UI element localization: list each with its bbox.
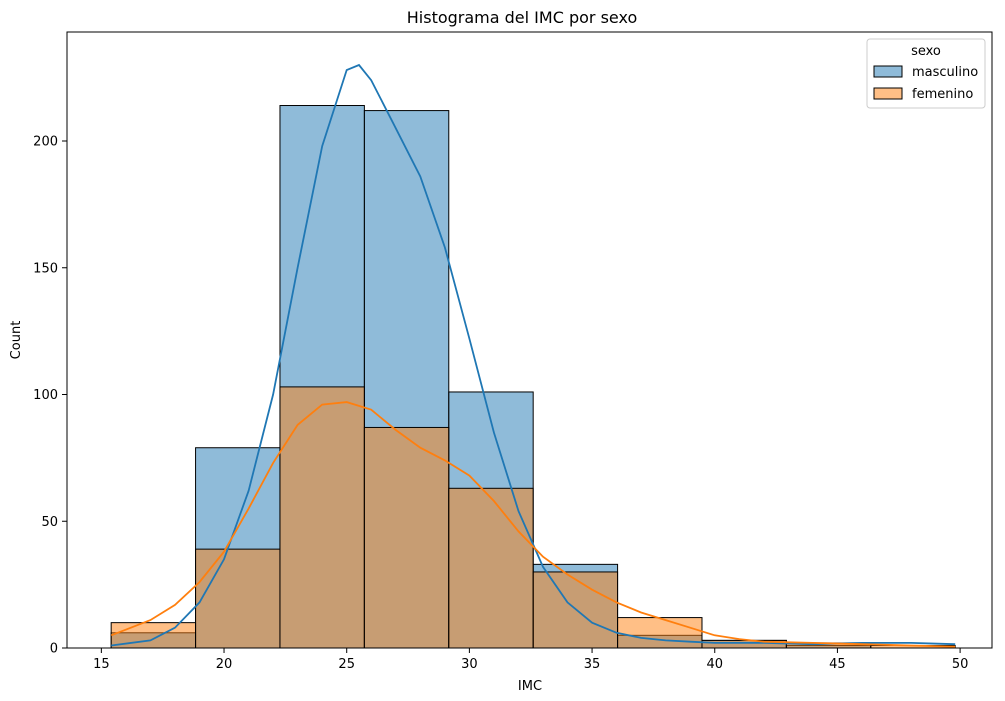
x-tick-label-45: 45 [829, 657, 846, 672]
bar-femenino-4 [448, 487, 534, 649]
x-tick-label-15: 15 [93, 657, 110, 672]
bar-femenino-2 [279, 386, 365, 649]
kde-line-masculino [111, 63, 956, 647]
legend-swatch-femenino [873, 87, 903, 100]
plot-frame [66, 31, 993, 649]
y-axis-title: Count [9, 321, 24, 360]
x-tick-label-25: 25 [338, 657, 355, 672]
y-tick-label-100: 100 [33, 388, 58, 403]
y-tick-label-150: 150 [33, 261, 58, 276]
kde-layer [110, 63, 956, 648]
chart-title: Histograma del IMC por sexo [407, 8, 637, 27]
legend-title: sexo [911, 44, 941, 59]
bar-femenino-6 [617, 617, 703, 649]
x-axis-title: IMC [518, 679, 542, 694]
legend-label-femenino: femenino [912, 87, 973, 102]
y-axis: 0 50 100 150 200 [33, 135, 67, 657]
legend: sexo masculino femenino [866, 38, 986, 109]
bar-femenino-3 [363, 426, 450, 649]
x-tick-label-50: 50 [952, 657, 969, 672]
x-tick-label-20: 20 [216, 657, 233, 672]
bar-femenino-1 [195, 548, 281, 649]
y-tick-label-0: 0 [50, 642, 58, 657]
legend-label-masculino: masculino [912, 65, 978, 80]
y-tick-label-200: 200 [33, 135, 58, 150]
x-tick-label-30: 30 [461, 657, 478, 672]
x-axis: 15 20 25 30 35 40 45 50 [93, 648, 968, 672]
x-tick-label-40: 40 [706, 657, 723, 672]
x-tick-label-35: 35 [584, 657, 601, 672]
y-tick-label-50: 50 [41, 515, 58, 530]
kde-line-femenino [110, 401, 956, 648]
legend-swatch-masculino [873, 65, 903, 78]
